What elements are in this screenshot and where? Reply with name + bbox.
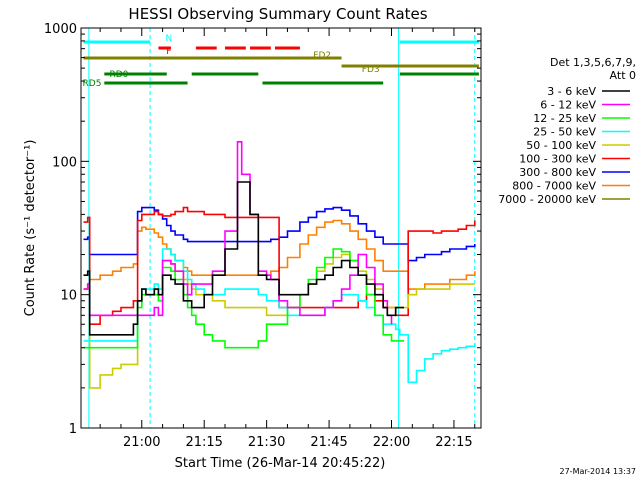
series-line-6-12-kev <box>83 141 393 325</box>
legend-title-line: Det 1,3,5,6,7,9, <box>550 56 636 69</box>
legend-label: 7000 - 20000 keV <box>498 193 596 206</box>
legend-label: 6 - 12 keV <box>540 99 596 112</box>
x-tick-label: 22:00 <box>373 435 410 450</box>
legend-title-line: Att 0 <box>610 69 636 82</box>
legend-label: 100 - 300 keV <box>519 153 596 166</box>
x-tick-label: 21:15 <box>185 435 222 450</box>
state-bar-label-fd2: FD2 <box>313 51 331 61</box>
y-tick-label: 1 <box>69 422 77 437</box>
y-tick-label: 1000 <box>44 22 77 37</box>
series-line-3-6-kev <box>83 181 404 336</box>
x-tick-label: 21:00 <box>123 435 160 450</box>
plot-frame <box>80 27 482 429</box>
legend-label: 25 - 50 keV <box>533 126 596 139</box>
state-bar-label-n: N <box>165 34 172 44</box>
legend-label: 12 - 25 keV <box>533 112 596 125</box>
chart-title: HESSI Observing Summary Count Rates <box>128 5 427 23</box>
state-bar-label-f: F <box>166 47 171 57</box>
series-line-25-50-kev <box>83 248 476 384</box>
y-axis-label: Count Rate (s⁻¹ detector⁻¹) <box>23 140 38 317</box>
y-tick-label: 100 <box>52 155 77 170</box>
x-axis-label: Start Time (26-Mar-14 20:45:22) <box>175 456 386 471</box>
legend-label: 800 - 7000 keV <box>512 180 596 193</box>
series-line-800-7000-kev <box>83 219 476 290</box>
y-tick-label: 10 <box>60 289 77 304</box>
state-bar-label-fd3: FD3 <box>362 65 380 75</box>
legend-label: 300 - 800 keV <box>519 166 596 179</box>
legend-label: 3 - 6 keV <box>547 85 596 98</box>
state-bar-label-rd5: RD5 <box>83 79 102 89</box>
x-tick-label: 21:30 <box>248 435 285 450</box>
state-bar-label-rd0: RD0 <box>109 70 128 80</box>
legend-label: 50 - 100 keV <box>526 139 596 152</box>
x-tick-label: 21:45 <box>310 435 347 450</box>
series-line-12-25-kev <box>83 248 404 349</box>
timestamp: 27-Mar-2014 13:37 <box>560 467 637 476</box>
x-tick-label: 22:15 <box>435 435 472 450</box>
